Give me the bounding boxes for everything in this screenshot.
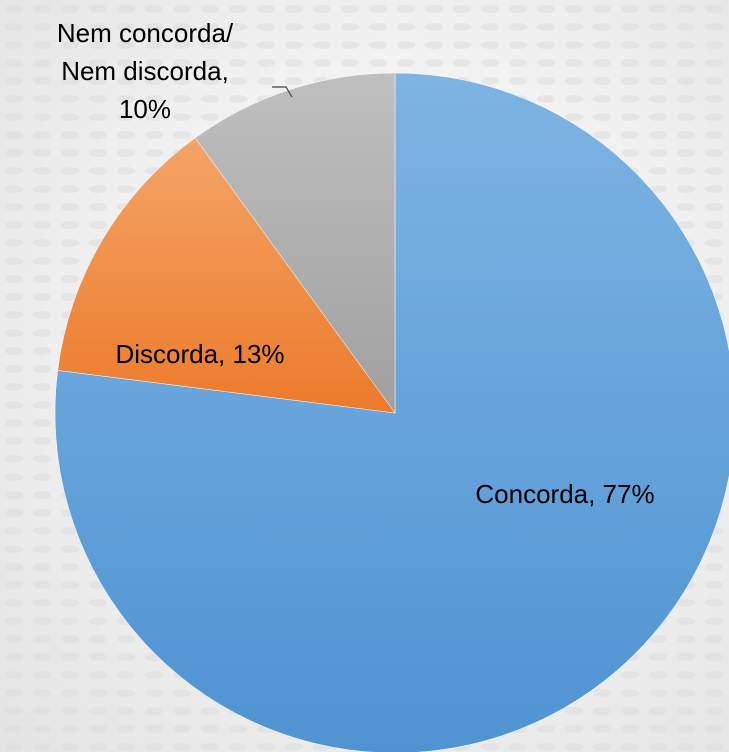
slice-discorda [57, 137, 396, 414]
leader-line-nem-concorda-nem-discorda [272, 86, 293, 98]
leader-lines [272, 86, 293, 98]
data-label-line: Discorda, 13% [115, 339, 284, 369]
data-label-line: Nem discorda, [61, 56, 229, 86]
slice-concorda [54, 72, 729, 752]
data-label-line: Nem concorda/ [57, 18, 234, 48]
data-label-concorda: Concorda, 77% [475, 479, 654, 509]
data-label-discorda: Discorda, 13% [115, 339, 284, 369]
data-label-line: Concorda, 77% [475, 479, 654, 509]
data-label-line: 10% [119, 94, 171, 124]
pie-slices [54, 72, 729, 752]
data-label-nem-concorda-nem-discorda: Nem concorda/Nem discorda, 10% [57, 18, 234, 124]
data-labels: Concorda, 77% Discorda, 13% Nem concorda/N… [57, 18, 655, 509]
slice-nem-concorda-nem-discorda [194, 72, 396, 414]
